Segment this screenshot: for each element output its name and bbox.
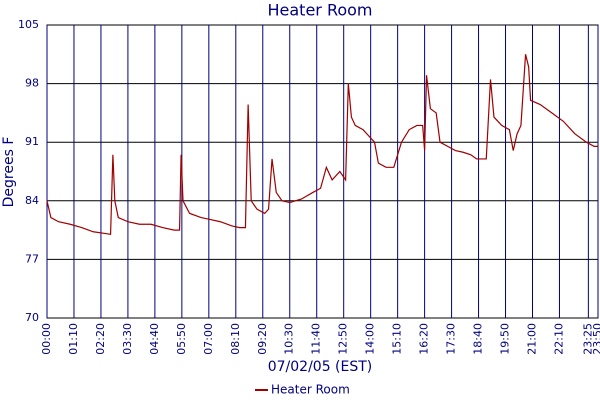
x-tick-label: 18:40	[472, 323, 485, 355]
x-axis-label: 07/02/05 (EST)	[268, 359, 373, 375]
x-tick-label: 03:30	[121, 323, 134, 355]
x-tick-label: 02:20	[94, 323, 107, 355]
x-tick-label: 11:40	[310, 323, 323, 355]
x-tick-label: 15:10	[391, 323, 404, 355]
data-line	[46, 54, 598, 235]
x-tick-label: 23:25	[581, 323, 594, 355]
x-tick-label: 10:30	[283, 323, 296, 355]
plot-area	[46, 24, 599, 319]
x-tick-label: 07:00	[202, 323, 215, 355]
x-tick-label: 00:00	[40, 323, 53, 355]
x-tick-label: 14:00	[364, 323, 377, 355]
x-tick-label: 05:50	[175, 323, 188, 355]
legend-label: Heater Room	[271, 383, 350, 397]
x-tick-label: 21:00	[525, 323, 538, 355]
x-tick-label: 09:20	[256, 323, 269, 355]
y-tick-label: 77	[25, 252, 39, 265]
y-tick-label: 91	[25, 135, 39, 148]
x-tick-label: 22:10	[552, 323, 565, 355]
x-tick-label: 19:50	[499, 323, 512, 355]
y-tick-label: 98	[25, 77, 39, 90]
x-tick-label: 17:30	[445, 323, 458, 355]
x-tick-label: 04:40	[148, 323, 161, 355]
x-tick-label: 08:10	[229, 323, 242, 355]
x-tick-label: 01:10	[67, 323, 80, 355]
chart-title: Heater Room	[267, 1, 372, 20]
x-tick-label: 16:20	[418, 323, 431, 355]
y-tick-label: 105	[18, 18, 39, 31]
y-axis-label: Degrees F	[1, 137, 17, 208]
y-tick-label: 84	[25, 194, 39, 207]
x-tick-label: 12:50	[337, 323, 350, 355]
x-tick-label: 23:50	[591, 323, 600, 355]
y-tick-label: 70	[25, 311, 39, 324]
